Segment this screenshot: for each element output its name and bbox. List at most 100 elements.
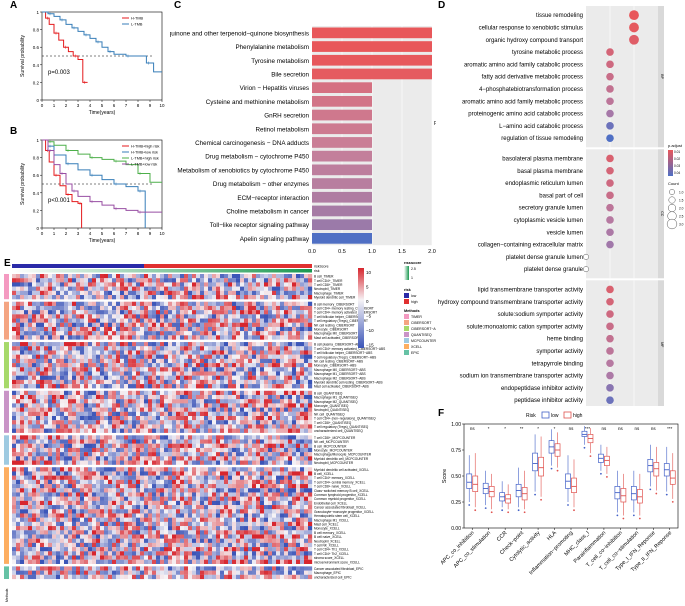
heatmap-cell [12, 492, 17, 497]
heatmap-cell [272, 379, 277, 385]
heatmap-cell [160, 274, 165, 279]
heatmap-cell [28, 322, 33, 328]
heatmap-cell [24, 452, 29, 457]
heatmap-cell [96, 367, 101, 372]
heatmap-cell [296, 371, 301, 376]
heatmap-cell [248, 407, 253, 412]
heatmap-cell [24, 456, 29, 461]
row-label: T cell CD4+_TIMER [314, 279, 343, 283]
heatmap-cell [240, 314, 245, 319]
heatmap-cell [64, 517, 69, 522]
heatmap-cell [216, 452, 221, 457]
heatmap-cell [156, 415, 161, 421]
heatmap-cell [52, 375, 57, 380]
dot [629, 22, 639, 33]
heatmap-cell [208, 367, 213, 372]
heatmap-cell [308, 467, 313, 472]
heatmap-cell [256, 399, 261, 404]
heatmap-cell [188, 379, 193, 385]
heatmap-cell [308, 346, 313, 351]
heatmap-cell [92, 310, 97, 315]
heatmap-cell [236, 415, 241, 421]
heatmap-cell [120, 350, 125, 355]
heatmap-cell [36, 394, 41, 400]
heatmap-cell [236, 326, 241, 332]
heatmap-cell [148, 496, 153, 501]
heatmap-cell [300, 526, 305, 531]
heatmap-cell [52, 517, 57, 522]
heatmap-cell [280, 290, 285, 296]
heatmap-cell [192, 375, 197, 380]
heatmap-cell [228, 282, 233, 287]
heatmap-cell [64, 521, 69, 527]
heatmap-cell [28, 407, 33, 412]
heatmap-cell [168, 447, 173, 453]
heatmap-cell [292, 435, 297, 440]
heatmap-cell [80, 375, 85, 380]
heatmap-cell [304, 479, 309, 485]
heatmap-cell [192, 424, 197, 429]
heatmap-cell [48, 295, 53, 300]
heatmap-cell [56, 331, 61, 336]
heatmap-cell [24, 274, 29, 279]
heatmap-cell [144, 282, 149, 287]
heatmap-cell [112, 530, 117, 535]
heatmap-cell [16, 542, 21, 548]
heatmap-cell [272, 471, 277, 476]
heatmap-cell [20, 447, 25, 453]
heatmap-cell [244, 456, 249, 461]
heatmap-cell [296, 456, 301, 461]
heatmap-cell [68, 439, 73, 444]
heatmap-cell [68, 318, 73, 323]
heatmap-cell [240, 390, 245, 396]
heatmap-cell [216, 379, 221, 385]
heatmap-cell [184, 286, 189, 291]
heatmap-cell [52, 475, 57, 480]
heatmap-cell [180, 505, 185, 510]
heatmap-cell [172, 513, 177, 518]
heatmap-cell [260, 314, 265, 319]
heatmap-cell [68, 310, 73, 315]
heatmap-cell [212, 375, 217, 380]
heatmap-cell [176, 399, 181, 404]
heatmap-cell [248, 346, 253, 351]
heatmap-cell [76, 403, 81, 408]
heatmap-cell [60, 420, 65, 425]
heatmap-cell [244, 435, 249, 440]
heatmap-cell [68, 521, 73, 527]
heatmap-cell [12, 509, 17, 514]
heatmap-cell [188, 420, 193, 425]
heatmap-cell [224, 305, 229, 311]
heatmap-cell [44, 403, 49, 408]
x-tick-label: 2.0 [428, 249, 436, 254]
heatmap-cell [80, 301, 85, 307]
heatmap-cell [140, 526, 145, 531]
heatmap-cell [208, 484, 213, 489]
heatmap-cell [132, 331, 137, 336]
heatmap-cell [44, 415, 49, 421]
heatmap-cell [16, 526, 21, 531]
category-label: Drug metabolism − cytochrome P450 [205, 154, 309, 161]
heatmap-cell [308, 274, 313, 279]
heatmap-cell [284, 335, 289, 340]
heatmap-cell [148, 350, 153, 355]
row-label: Class−switched memory B cell_XCELL [314, 489, 369, 493]
heatmap-cell [64, 367, 69, 372]
heatmap-cell [196, 479, 201, 485]
heatmap-cell [60, 475, 65, 480]
heatmap-cell [204, 335, 209, 340]
heatmap-cell [176, 310, 181, 315]
heatmap-cell [176, 538, 181, 543]
heatmap-cell [288, 354, 293, 359]
heatmap-cell [48, 428, 53, 433]
heatmap-cell [92, 403, 97, 408]
heatmap-cell [32, 479, 37, 485]
heatmap-cell [180, 428, 185, 433]
heatmap-cell [220, 379, 225, 385]
heatmap-cell [100, 367, 105, 372]
heatmap-cell [32, 415, 37, 421]
heatmap-cell [160, 363, 165, 368]
heatmap-cell [264, 335, 269, 340]
heatmap-cell [272, 305, 277, 311]
heatmap-cell [140, 403, 145, 408]
